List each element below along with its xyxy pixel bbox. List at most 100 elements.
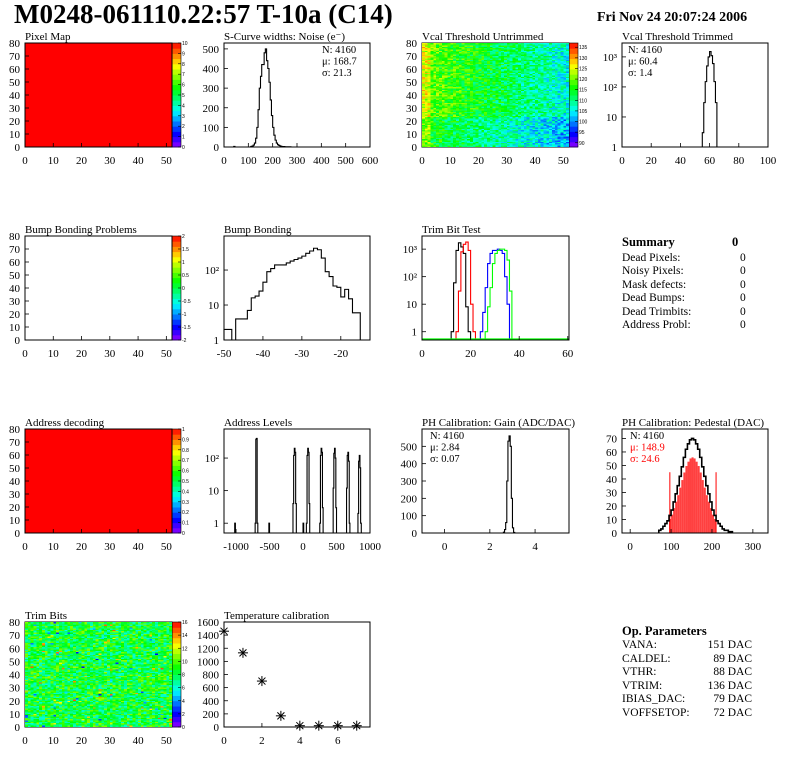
summary-label: Address Probl:: [622, 319, 691, 331]
x-tick-label: 10: [48, 541, 60, 553]
heatmap-fill: [25, 43, 172, 147]
stats-line: N: 4160: [322, 45, 356, 56]
x-tick-label: 2: [259, 735, 265, 747]
palette-cell: [172, 277, 181, 284]
histogram-series-0: [701, 51, 718, 147]
x-tick-label: 60: [562, 348, 574, 360]
y-tick-label: 10: [9, 515, 21, 527]
x-tick-label: 100: [240, 155, 257, 167]
palette-tick-label: 0.4: [182, 489, 189, 495]
x-tick-label: 0: [419, 155, 425, 167]
y-tick-label: 30: [9, 103, 21, 115]
x-tick-label: 20: [76, 348, 88, 360]
y-tick-label: 50: [9, 77, 21, 89]
y-tick-label: 1000: [197, 656, 220, 668]
palette-cell: [172, 434, 181, 440]
palette-cell: [569, 43, 578, 49]
histogram-series-1: [455, 241, 477, 340]
palette-cell: [172, 679, 181, 686]
palette-tick-label: 10: [182, 41, 188, 47]
palette-tick-label: 12: [182, 646, 188, 652]
y-tick-label: 100: [203, 122, 220, 134]
chart-title: Vcal Threshold Trimmed: [622, 31, 734, 43]
palette-cell: [172, 501, 181, 508]
palette-cell: [172, 721, 181, 728]
x-tick-label: -40: [256, 348, 271, 360]
stats-line: μ: 148.9: [630, 443, 665, 454]
x-tick-label: 0: [419, 348, 425, 360]
x-tick-label: 10: [48, 735, 60, 747]
y-tick-label: 200: [203, 103, 220, 115]
op-param-value: 89 DAC: [713, 652, 752, 665]
palette-cell: [172, 48, 181, 54]
palette-tick-label: 95: [579, 130, 585, 136]
palette-cell: [172, 79, 181, 86]
y-tick-label: 10: [406, 299, 418, 311]
fit-fill-bar: [714, 518, 717, 533]
y-tick-label: 1400: [197, 630, 220, 642]
x-tick-label: 30: [104, 735, 116, 747]
palette-cell: [172, 439, 181, 446]
palette-cell: [569, 74, 578, 80]
fit-fill-bar: [699, 472, 702, 533]
x-tick-label: 0: [221, 735, 227, 747]
x-tick-label: 0: [619, 155, 625, 167]
palette-cell: [172, 334, 181, 341]
x-tick-label: 10: [48, 155, 60, 167]
fit-fill-bar: [693, 458, 696, 533]
fit-fill-bar: [701, 480, 704, 533]
fit-fill-bar: [675, 501, 678, 533]
palette-cell: [172, 262, 181, 268]
palette-tick-label: -2: [182, 338, 187, 344]
palette-cell: [569, 69, 578, 75]
x-tick-label: -20: [333, 348, 348, 360]
palette-cell: [172, 622, 181, 628]
x-tick-label: 20: [76, 155, 88, 167]
palette-cell: [172, 236, 181, 242]
palette-tick-label: 7: [182, 72, 185, 78]
palette-tick-label: 0: [182, 286, 185, 292]
y-tick-label: 20: [606, 501, 618, 513]
op-param-label: IBIAS_DAC:: [622, 693, 686, 706]
y-tick-label: 30: [9, 489, 21, 501]
palette-tick-label: 90: [579, 141, 585, 147]
x-tick-label: 0: [22, 155, 28, 167]
y-tick-label: 60: [9, 64, 21, 76]
y-tick-label: 0: [15, 142, 21, 154]
x-tick-label: 500: [328, 541, 345, 553]
x-tick-label: 1000: [359, 541, 382, 553]
palette-cell: [172, 89, 181, 96]
palette-cell: [569, 141, 578, 148]
fit-fill-bar: [671, 514, 674, 533]
palette-tick-label: 100: [579, 120, 588, 126]
palette-cell: [172, 246, 181, 253]
palette-cell: [569, 105, 578, 112]
palette-cell: [172, 690, 181, 696]
y-tick-label: 500: [203, 44, 220, 56]
y-tick-label: 70: [9, 437, 21, 449]
y-tick-label: 40: [606, 474, 618, 486]
palette-cell: [569, 95, 578, 101]
summary-panel: Summary 0 Dead Pixels: 0 Noisy Pixels: 0 Mas…: [622, 235, 762, 335]
y-tick-label: 400: [203, 696, 220, 708]
palette-tick-label: 6: [182, 83, 185, 89]
palette-cell: [569, 136, 578, 143]
palette-cell: [172, 653, 181, 660]
y-tick-label: 400: [401, 459, 418, 471]
y-tick-label: 10³: [403, 244, 418, 256]
heatmap-fill: [25, 429, 172, 533]
y-tick-label: 70: [406, 51, 418, 63]
y-tick-label: 600: [203, 683, 220, 695]
palette-cell: [569, 100, 578, 106]
palette-cell: [172, 298, 181, 305]
x-tick-label: 0: [22, 735, 28, 747]
x-tick-label: 40: [133, 735, 145, 747]
palette-cell: [172, 241, 181, 247]
y-tick-label: 300: [401, 476, 418, 488]
palette-cell: [172, 465, 181, 472]
y-tick-label: 10²: [205, 265, 220, 277]
chart-title: Bump Bonding Problems: [25, 224, 137, 236]
palette-cell: [172, 282, 181, 289]
